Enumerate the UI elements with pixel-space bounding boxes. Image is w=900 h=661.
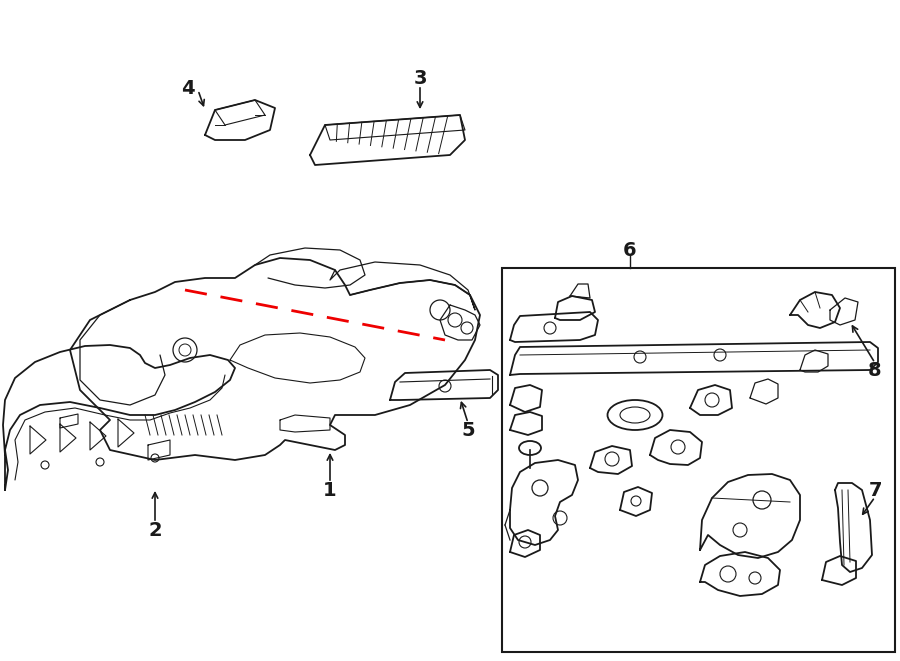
- Text: 2: 2: [148, 520, 162, 539]
- Text: 4: 4: [181, 79, 194, 98]
- Text: 5: 5: [461, 420, 475, 440]
- Bar: [502, 268, 895, 652]
- Text: 1: 1: [323, 481, 337, 500]
- Text: 8: 8: [868, 360, 882, 379]
- Text: 3: 3: [413, 69, 427, 87]
- Text: 7: 7: [868, 481, 882, 500]
- Text: 6: 6: [623, 241, 637, 260]
